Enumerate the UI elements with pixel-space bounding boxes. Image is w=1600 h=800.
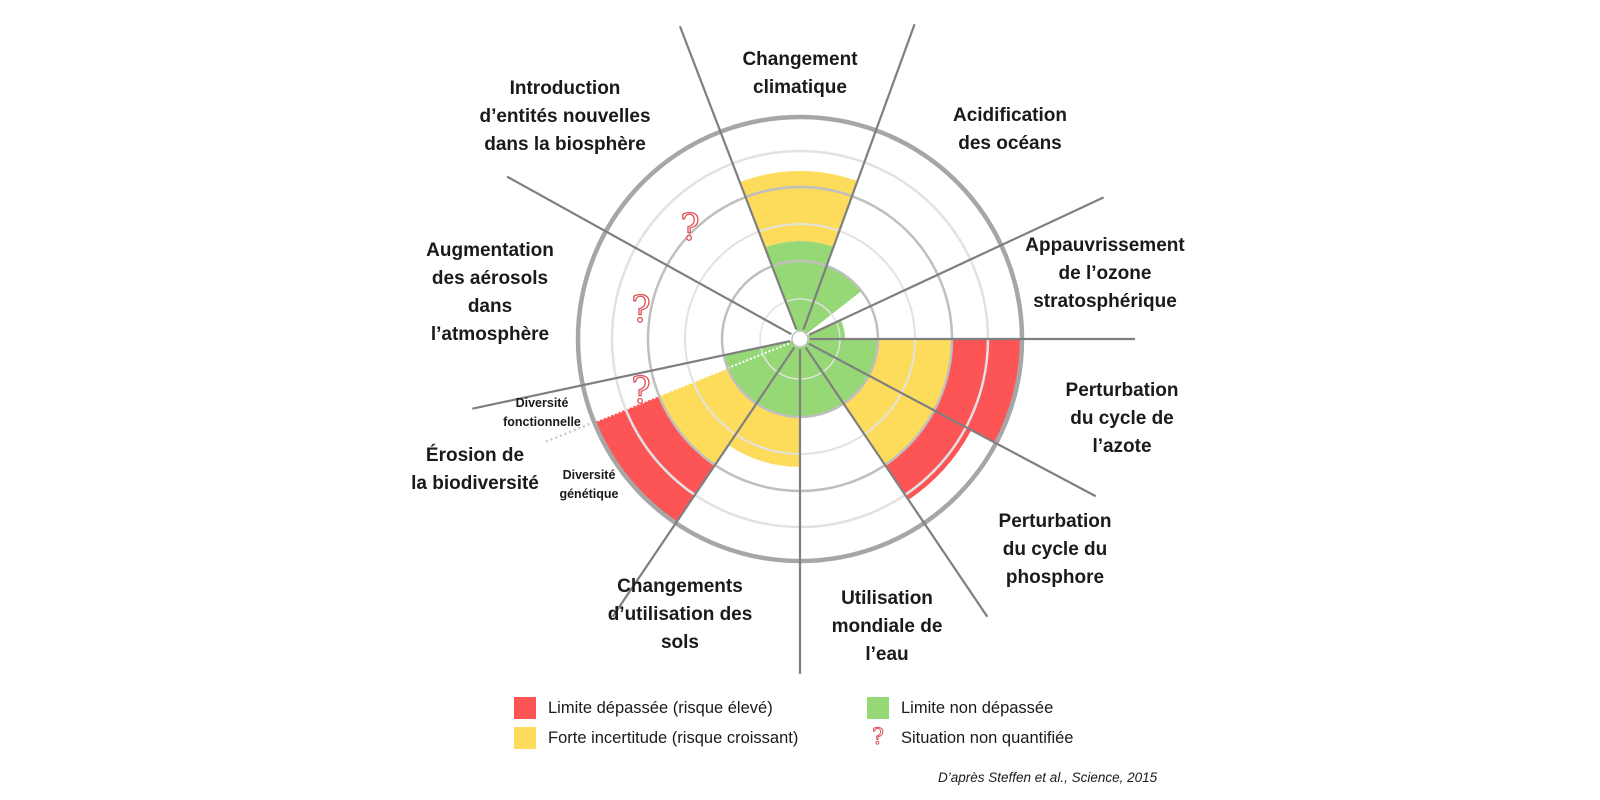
boundary-sectors	[544, 170, 1022, 524]
legend-text-safe: Limite non dépassée	[901, 698, 1054, 717]
legend-safe: Limite non dépassée	[867, 696, 1053, 720]
wedge-climate-yellow	[739, 170, 858, 248]
legend-swatch-red	[514, 697, 536, 719]
question-mark-icon: ?	[631, 371, 650, 412]
legend-text-not-quantified: Situation non quantifiée	[901, 728, 1074, 747]
question-mark-icon: ?	[631, 290, 650, 331]
legend-text-exceeded: Limite dépassée (risque élevé)	[548, 698, 773, 717]
question-mark-icon: ?	[680, 208, 699, 249]
biodiversity-separator	[593, 342, 790, 424]
wedge-phosphorus-green	[800, 339, 869, 404]
question-mark-icon: ?	[872, 725, 885, 750]
wedge-nitrogen-yellow	[868, 339, 952, 411]
label-genetic-diversity: Diversité génétique	[559, 468, 619, 501]
divider-line-1	[678, 25, 798, 331]
label-land-use-change: Changements d’utilisation des sols	[607, 576, 753, 653]
legend-uncertain: Forte incertitude (risque croissant)	[514, 726, 798, 750]
divider-line-6	[804, 346, 989, 618]
center-point	[791, 330, 809, 348]
divider-line-3	[808, 196, 1105, 336]
label-biodiversity-erosion: Érosion de la biodiversité	[411, 445, 539, 494]
legend-swatch-yellow	[514, 727, 536, 749]
label-freshwater-use: Utilisation mondiale de l’eau	[831, 588, 943, 665]
wedge-phosphorus-red	[884, 410, 972, 500]
sector-divider-lines	[472, 23, 1135, 674]
source-citation: D’après Steffen et al., Science, 2015	[938, 770, 1158, 785]
label-novel-entities: Introduction d’entités nouvelles dans la…	[479, 78, 651, 155]
wedge-phosphorus-yellow	[843, 375, 935, 466]
wedge-land-green	[756, 339, 800, 417]
legend-swatch-green	[867, 697, 889, 719]
question-marks: ???	[631, 207, 701, 412]
label-climate-change: Changement climatique	[742, 49, 858, 98]
legend-not-quantified: ? Situation non quantifiée	[867, 725, 1074, 750]
wedge-ocean-green	[800, 265, 862, 339]
divider-line-8	[611, 346, 796, 618]
wedge-water-green	[800, 339, 844, 417]
label-ozone-depletion: Appauvrissement de l’ozone stratosphériq…	[1025, 235, 1185, 312]
label-ocean-acidification: Acidification des océans	[952, 105, 1067, 154]
divider-line-9	[472, 340, 791, 410]
wedge-climate-green	[764, 241, 834, 339]
label-nitrogen-cycle: Perturbation du cycle de l’azote	[1065, 380, 1179, 457]
wedge-biodiv-yellow	[659, 368, 757, 466]
legend-text-uncertain: Forte incertitude (risque croissant)	[548, 728, 799, 747]
wedge-nitrogen-red	[934, 339, 1022, 444]
label-atmospheric-aerosols: Augmentation des aérosols dans l’atmosph…	[426, 240, 554, 345]
wedge-biodiv-green	[723, 339, 800, 404]
divider-line-10	[506, 175, 792, 336]
label-phosphorus-cycle: Perturbation du cycle du phosphore	[998, 511, 1112, 588]
legend-exceeded: Limite dépassée (risque élevé)	[514, 696, 773, 720]
biodiversity-leader-line	[544, 421, 595, 444]
divider-line-2	[802, 23, 916, 330]
divider-line-5	[808, 342, 1097, 498]
label-functional-diversity: Diversité fonctionnelle	[503, 396, 581, 429]
